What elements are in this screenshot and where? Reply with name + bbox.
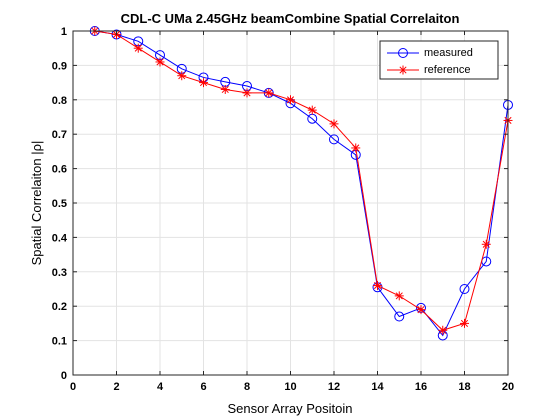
data-point-reference	[155, 57, 165, 67]
data-point-reference	[329, 119, 339, 129]
y-tick-label: 0	[61, 370, 67, 382]
x-tick-label: 0	[70, 381, 76, 393]
data-point-reference	[460, 318, 469, 328]
y-axis-label: Spatial Correlaiton |ρ|	[29, 141, 44, 266]
legend-label-reference: reference	[424, 64, 470, 76]
y-tick-label: 0.3	[52, 267, 67, 279]
x-tick-label: 4	[157, 381, 164, 393]
x-tick-label: 8	[244, 381, 250, 393]
data-point-reference	[264, 88, 274, 98]
x-axis-label: Sensor Array Positoin	[227, 401, 352, 416]
x-tick-label: 10	[284, 381, 296, 393]
data-point-reference	[286, 95, 295, 105]
data-point-reference	[416, 305, 426, 315]
x-tick-label: 16	[415, 381, 427, 393]
y-tick-label: 0.4	[52, 232, 68, 244]
y-tick-label: 0.6	[52, 164, 67, 176]
data-point-reference	[133, 43, 143, 53]
x-tick-label: 14	[371, 381, 384, 393]
data-point-measured	[459, 284, 470, 294]
x-tick-label: 20	[502, 381, 514, 393]
axis-ticks: 0 2 4 6 8 10 12 14 16 18 20 0 0.1 0.2 0.3 0.4 0.5 0.6 0.7 0…	[52, 26, 514, 393]
data-point-reference	[438, 325, 448, 335]
data-point-reference	[242, 88, 252, 98]
legend: measured reference	[379, 40, 499, 80]
x-tick-label: 2	[113, 381, 119, 393]
y-tick-label: 0.9	[52, 60, 67, 72]
x-tick-label: 18	[458, 381, 470, 393]
data-point-measured	[329, 134, 339, 145]
series-line-reference	[94, 30, 509, 331]
y-tick-label: 1	[61, 26, 67, 38]
data-point-reference	[373, 281, 382, 291]
data-point-reference	[481, 239, 491, 249]
data-point-reference	[220, 84, 230, 94]
series-layer	[89, 26, 513, 341]
legend-marker-measured	[398, 48, 408, 58]
x-tick-label: 6	[200, 381, 206, 393]
data-point-measured	[394, 311, 405, 322]
legend-marker-reference	[398, 65, 408, 75]
legend-label-measured: measured	[424, 47, 473, 59]
data-point-reference	[307, 105, 317, 115]
data-point-reference	[394, 291, 404, 301]
y-tick-label: 0.1	[52, 336, 67, 348]
y-tick-label: 0.7	[52, 129, 67, 141]
y-tick-label: 0.2	[52, 301, 67, 313]
data-point-reference	[351, 143, 361, 153]
data-point-reference	[177, 71, 187, 81]
data-point-reference	[199, 78, 208, 88]
x-tick-label: 12	[328, 381, 340, 393]
chart-title: CDL-C UMa 2.45GHz beamCombine Spatial Co…	[121, 11, 460, 26]
y-tick-label: 0.5	[52, 198, 67, 210]
y-tick-label: 0.8	[52, 95, 67, 107]
